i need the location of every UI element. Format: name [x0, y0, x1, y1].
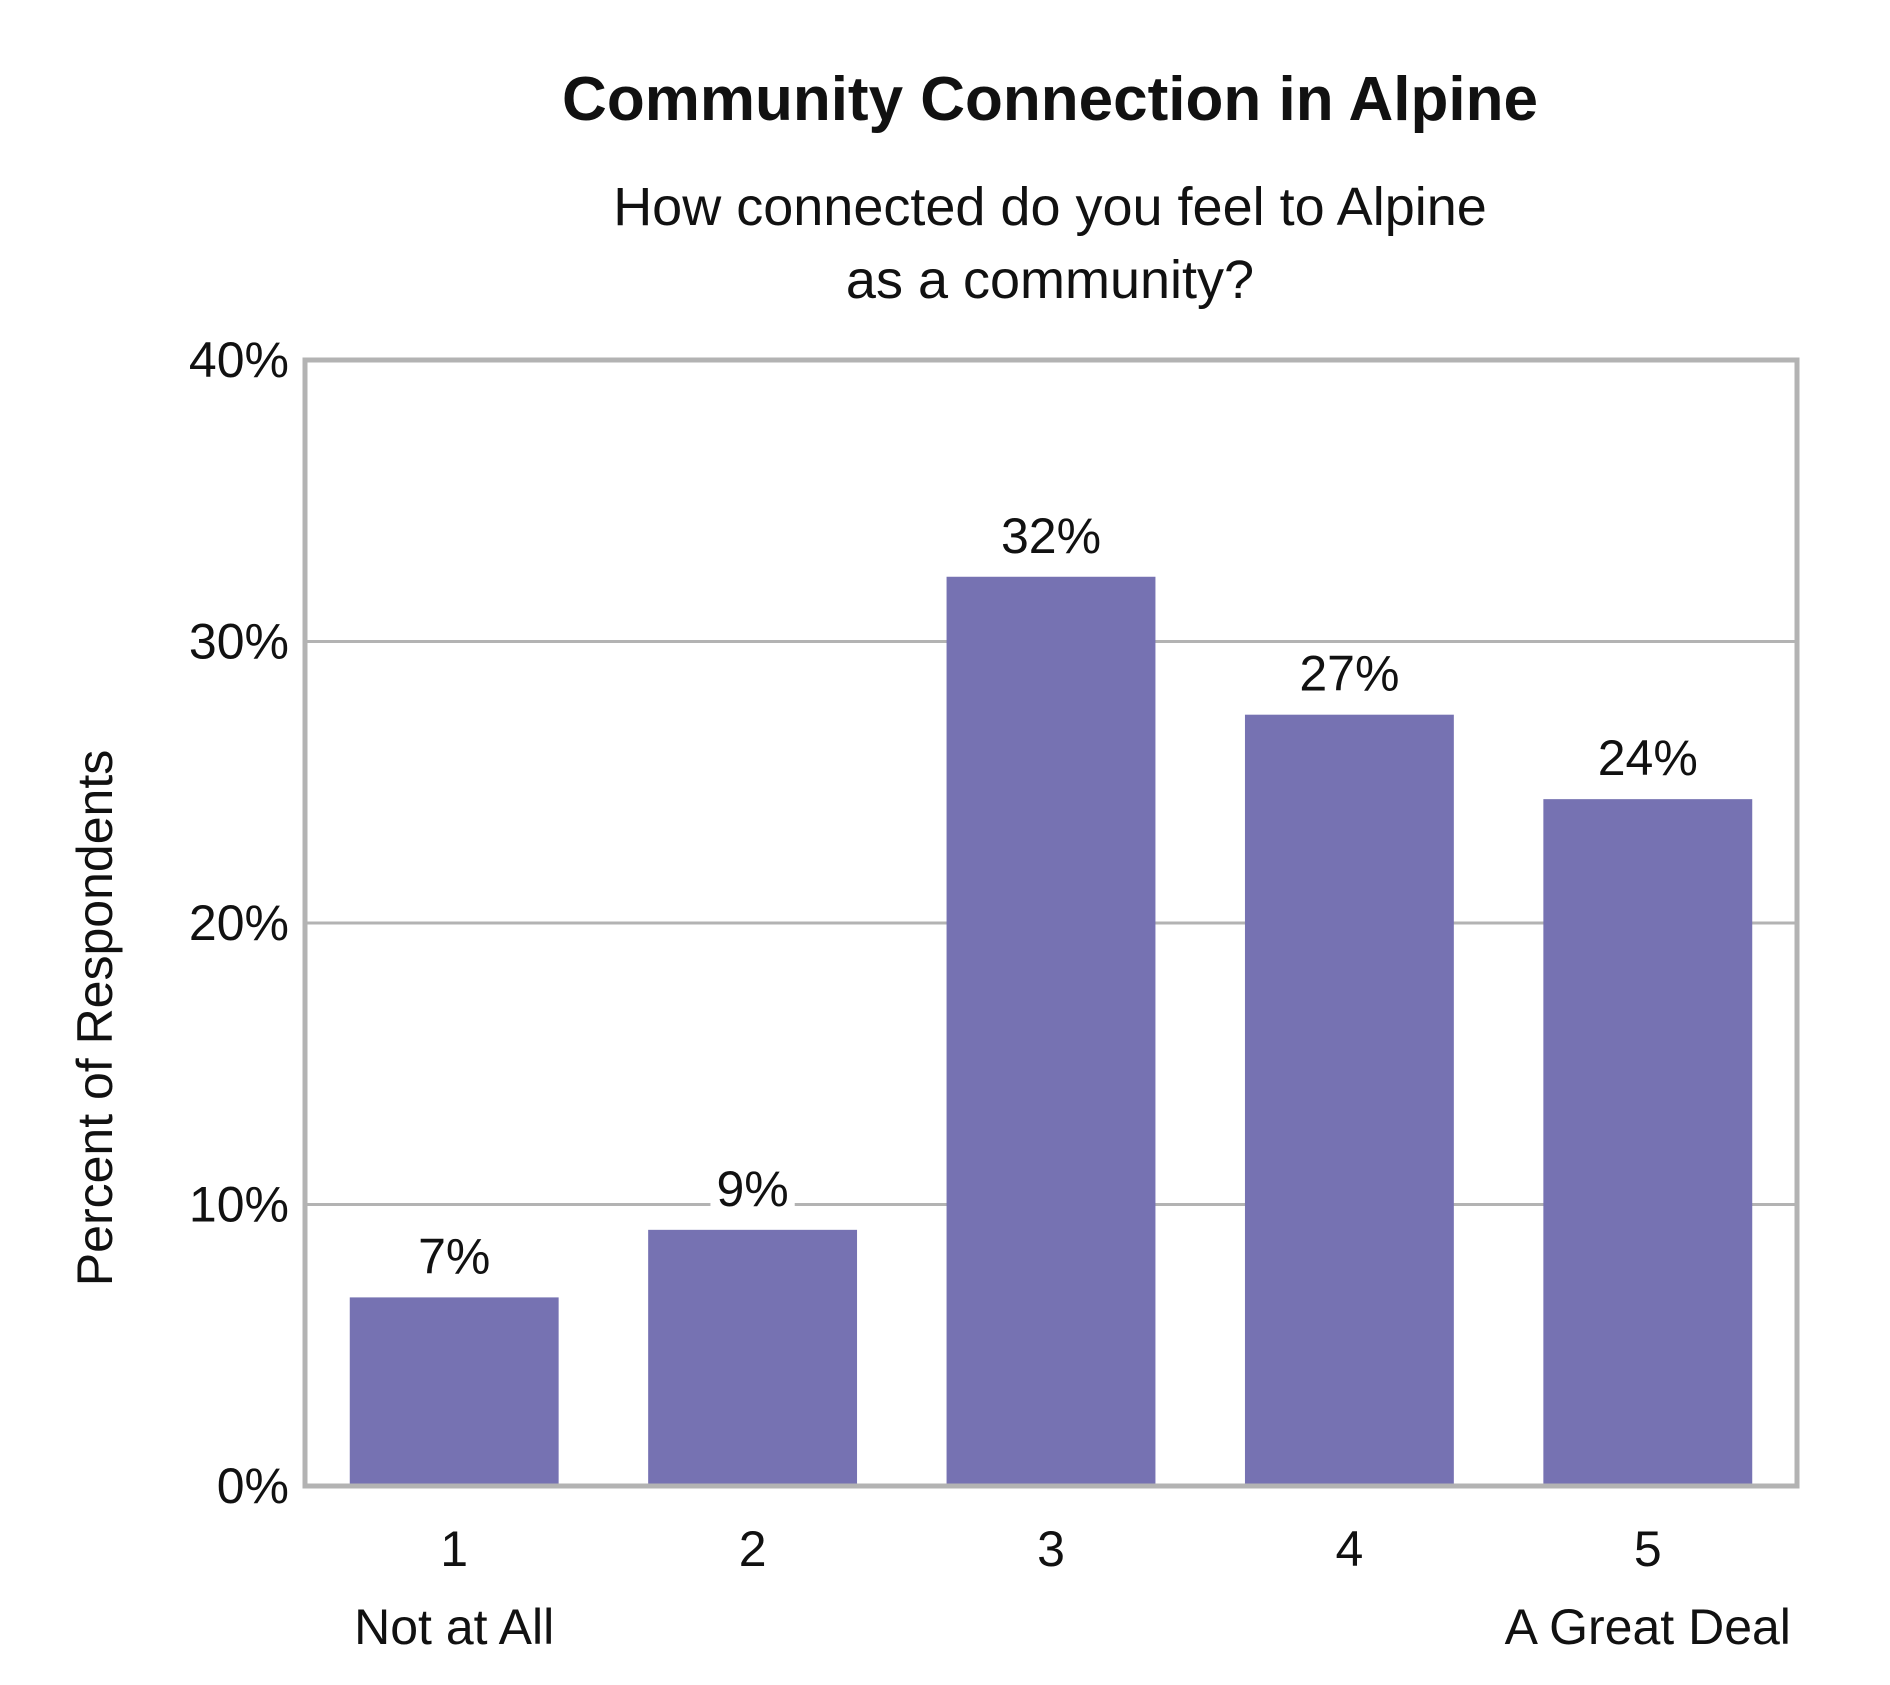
bar-1: [349, 1297, 559, 1486]
data-label: 7%: [418, 1228, 490, 1284]
x-tick-label: 5: [1634, 1521, 1662, 1577]
x-tick-sublabel: A Great Deal: [1505, 1599, 1791, 1655]
data-label: 27%: [1299, 646, 1399, 702]
data-label-background: [1591, 728, 1704, 789]
plot-border: [302, 357, 1800, 1489]
data-label: 32%: [1001, 508, 1101, 564]
data-label-group: 24%: [1591, 728, 1704, 789]
bar-5: [1543, 799, 1753, 1486]
x-tick-label: 4: [1335, 1521, 1363, 1577]
data-label-group: 7%: [412, 1226, 497, 1287]
x-tick-label: 1: [440, 1521, 468, 1577]
x-tick-sublabel: Not at All: [354, 1599, 554, 1655]
y-tick-label: 30%: [189, 614, 289, 670]
data-label-group: 27%: [1293, 643, 1406, 704]
chart-subtitle-line-1: How connected do you feel to Alpine: [613, 177, 1487, 237]
data-label-group: 32%: [994, 505, 1108, 566]
data-label: 9%: [716, 1161, 788, 1217]
chart-title: Community Connection in Alpine: [562, 65, 1538, 134]
y-tick-label: 10%: [189, 1177, 289, 1233]
bar-4: [1244, 714, 1454, 1486]
x-tick-label: 2: [739, 1521, 767, 1577]
data-label-group: 9%: [710, 1158, 795, 1219]
data-label-background: [710, 1158, 795, 1219]
data-label-background: [412, 1226, 497, 1287]
bar-3: [946, 576, 1156, 1486]
bar-2: [648, 1229, 858, 1486]
plot-frame: [302, 357, 1800, 1489]
data-label-background: [1293, 643, 1406, 704]
y-tick-label: 20%: [189, 895, 289, 951]
y-tick-label: 0%: [217, 1458, 289, 1514]
y-axis-title: Percent of Respondents: [67, 750, 123, 1286]
data-label-background: [994, 505, 1108, 566]
x-tick-label: 3: [1037, 1521, 1065, 1577]
chart-subtitle-line-2: as a community?: [846, 250, 1254, 310]
data-label: 24%: [1598, 730, 1698, 786]
y-tick-label: 40%: [189, 332, 289, 388]
bars: [349, 576, 1753, 1486]
labels: 0% 10% 20% 30% 40% 7% 1 Not at All 9% 2 32% 3 27% 4 24…: [189, 332, 1791, 1655]
